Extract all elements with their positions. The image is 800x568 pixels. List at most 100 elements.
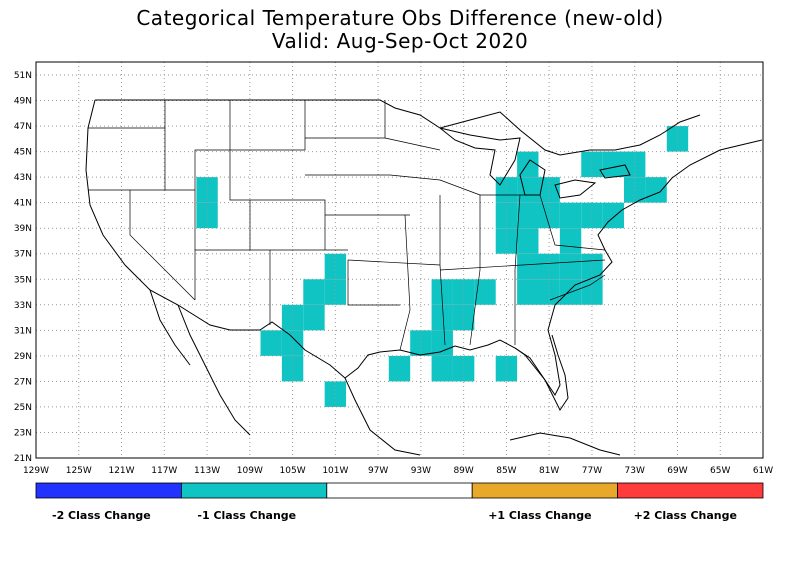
longitude-label: 101W (322, 466, 348, 476)
latitude-label: 43N (14, 173, 32, 183)
latitude-label: 29N (14, 352, 32, 362)
graticule (35, 62, 764, 459)
latitude-label: 21N (14, 454, 32, 464)
changed-cell (281, 330, 304, 356)
legend-label: -2 Class Change (52, 509, 151, 522)
changed-cell (559, 228, 582, 254)
longitude-label: 61W (753, 466, 773, 476)
changed-cell (517, 202, 539, 229)
changed-cell (645, 177, 667, 203)
canada-border (95, 99, 701, 156)
changed-cell (410, 330, 432, 356)
changed-cell (281, 355, 304, 382)
changed-cell (538, 177, 560, 203)
changed-cell (581, 151, 603, 178)
changed-cell (474, 279, 496, 305)
changed-cell (196, 177, 218, 203)
map-frame (35, 61, 764, 459)
legend-swatch (180, 482, 328, 499)
changed-cell (538, 279, 560, 305)
longitude-label: 109W (237, 466, 263, 476)
changed-cell (624, 177, 646, 203)
changed-cell (559, 202, 582, 229)
latitude-label: 49N (14, 97, 32, 107)
changed-cell (517, 177, 539, 203)
changed-cell (517, 279, 539, 305)
legend-swatch (35, 482, 182, 499)
map-subtitle: Valid: Aug-Sep-Oct 2020 (271, 29, 529, 53)
changed-cell (517, 253, 539, 280)
changed-cell (431, 304, 453, 331)
longitude-label: 73W (625, 466, 645, 476)
changed-cell (452, 355, 475, 382)
changed-cell (431, 355, 453, 382)
changed-cell (517, 151, 539, 178)
changed-cell (196, 202, 218, 229)
legend-swatch (471, 482, 619, 499)
latitude-label: 27N (14, 377, 32, 387)
latitude-labels: 51N 49N 47N 45N 43N 41N 39N 37N 35N 33N 31N 29N 27N 2… (14, 71, 32, 464)
longitude-label: 69W (667, 466, 687, 476)
cuba (509, 432, 621, 456)
longitude-label: 93W (411, 466, 431, 476)
longitude-label: 129W (23, 466, 49, 476)
longitude-label: 89W (453, 466, 473, 476)
latitude-label: 33N (14, 301, 32, 311)
legend-label: -1 Class Change (197, 509, 297, 522)
latitude-label: 23N (14, 428, 32, 438)
baja (149, 289, 191, 366)
longitude-label: 105W (280, 466, 306, 476)
latitude-label: 51N (14, 71, 32, 81)
map-title: Categorical Temperature Obs Difference (… (136, 6, 664, 30)
changed-cell (495, 355, 518, 382)
legend-bar (35, 482, 764, 499)
legend-swatch (326, 482, 473, 499)
mexico-coast (177, 304, 421, 456)
coastlines (85, 99, 763, 456)
longitude-label: 85W (496, 466, 516, 476)
latitude-label: 45N (14, 148, 32, 158)
latitude-label: 31N (14, 326, 32, 336)
changed-cell (431, 330, 453, 356)
changed-cell (452, 279, 475, 305)
changed-cell (303, 304, 325, 331)
changed-cell (452, 304, 475, 331)
latitude-label: 35N (14, 275, 32, 285)
changed-cell (388, 355, 411, 382)
longitude-label: 77W (582, 466, 602, 476)
latitude-label: 25N (14, 403, 32, 413)
changed-cell (538, 202, 560, 229)
longitude-label: 81W (539, 466, 559, 476)
florida (514, 334, 569, 411)
changed-cell (495, 228, 518, 254)
changed-cell (324, 279, 347, 305)
legend-label: +1 Class Change (488, 509, 592, 522)
changed-cell (581, 202, 603, 229)
legend-swatch (617, 482, 764, 499)
changed-cell (495, 202, 518, 229)
latitude-label: 37N (14, 250, 32, 260)
longitude-labels: 129W 125W 121W 117W 113W 109W 105W 101W 97W 93W 89… (23, 466, 773, 476)
changed-cell (602, 151, 625, 178)
changed-cell (281, 304, 304, 331)
state-borders (88, 100, 606, 351)
longitude-label: 121W (108, 466, 134, 476)
changed-cell (431, 279, 453, 305)
changed-cell (624, 151, 646, 178)
longitude-label: 125W (66, 466, 92, 476)
changed-cell (581, 279, 603, 305)
changed-cell (303, 279, 325, 305)
longitude-label: 65W (710, 466, 730, 476)
conus-outline (85, 99, 763, 396)
latitude-label: 41N (14, 199, 32, 209)
changed-cell (559, 253, 582, 280)
changed-cell (260, 330, 282, 356)
latitude-label: 39N (14, 224, 32, 234)
legend-label: +2 Class Change (633, 509, 737, 522)
longitude-label: 97W (368, 466, 388, 476)
longitude-label: 117W (151, 466, 177, 476)
changed-cell (517, 228, 539, 254)
longitude-label: 113W (194, 466, 220, 476)
latitude-label: 47N (14, 122, 32, 132)
